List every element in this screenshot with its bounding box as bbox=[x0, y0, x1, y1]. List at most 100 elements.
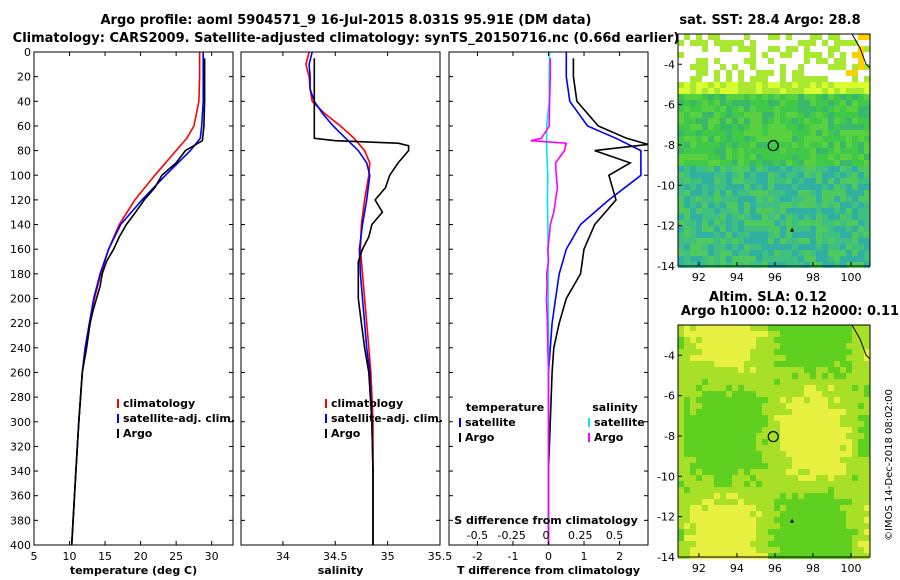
map-cell bbox=[828, 124, 834, 130]
map-cell bbox=[744, 541, 750, 547]
map-cell bbox=[780, 361, 786, 367]
map-cell bbox=[732, 379, 738, 385]
map-cell bbox=[792, 439, 798, 445]
map-cell bbox=[822, 250, 828, 256]
map-cell bbox=[840, 148, 846, 154]
map-cell bbox=[690, 196, 696, 202]
map-cell bbox=[858, 463, 864, 469]
map-cell bbox=[810, 487, 816, 493]
map-cell bbox=[744, 154, 750, 160]
map-cell bbox=[762, 208, 768, 214]
map-cell bbox=[750, 244, 756, 250]
map-cell bbox=[852, 439, 858, 445]
map-cell bbox=[792, 124, 798, 130]
map-cell bbox=[816, 349, 822, 355]
map-cell bbox=[714, 238, 720, 244]
series-line-climatology bbox=[70, 52, 201, 546]
map-cell bbox=[798, 433, 804, 439]
map-cell bbox=[708, 421, 714, 427]
map-cell bbox=[840, 355, 846, 361]
map-cell bbox=[756, 112, 762, 118]
map-cell bbox=[792, 70, 798, 76]
map-cell bbox=[714, 445, 720, 451]
map-cell bbox=[768, 541, 774, 547]
map-cell bbox=[738, 337, 744, 343]
map-cell bbox=[864, 178, 870, 184]
map-cell bbox=[726, 106, 732, 112]
map-cell bbox=[762, 451, 768, 457]
map-cell bbox=[708, 184, 714, 190]
map-cell bbox=[684, 367, 690, 373]
map-cell bbox=[738, 250, 744, 256]
map-cell bbox=[846, 391, 852, 397]
map-cell bbox=[678, 166, 684, 172]
map-cell bbox=[864, 463, 870, 469]
map-cell bbox=[684, 517, 690, 523]
map-cell bbox=[786, 361, 792, 367]
map-cell bbox=[846, 214, 852, 220]
map-cell bbox=[840, 64, 846, 70]
map-cell bbox=[684, 202, 690, 208]
map-cell bbox=[768, 331, 774, 337]
map-cell bbox=[750, 457, 756, 463]
map-cell bbox=[750, 373, 756, 379]
map-cell bbox=[786, 487, 792, 493]
map-cell bbox=[774, 553, 780, 559]
map-cell bbox=[750, 499, 756, 505]
map-cell bbox=[696, 118, 702, 124]
map-cell bbox=[768, 469, 774, 475]
map-cell bbox=[858, 244, 864, 250]
map-cell bbox=[768, 391, 774, 397]
map-cell bbox=[816, 58, 822, 64]
map-cell bbox=[738, 154, 744, 160]
map-cell bbox=[804, 172, 810, 178]
map-cell bbox=[690, 136, 696, 142]
map-cell bbox=[816, 391, 822, 397]
map-cell bbox=[786, 154, 792, 160]
map-cell bbox=[702, 337, 708, 343]
map-cell bbox=[828, 421, 834, 427]
map-cell bbox=[708, 511, 714, 517]
map-cell bbox=[678, 244, 684, 250]
map-cell bbox=[780, 547, 786, 553]
map-cell bbox=[684, 256, 690, 262]
map-cell bbox=[774, 166, 780, 172]
map-cell bbox=[756, 337, 762, 343]
map-cell bbox=[684, 244, 690, 250]
map-cell bbox=[708, 463, 714, 469]
map-cell bbox=[720, 463, 726, 469]
map-cell bbox=[762, 385, 768, 391]
map-cell bbox=[720, 46, 726, 52]
map-cell bbox=[846, 136, 852, 142]
map-cell bbox=[780, 238, 786, 244]
map-cell bbox=[828, 136, 834, 142]
map-cell bbox=[798, 88, 804, 94]
map-cell bbox=[678, 130, 684, 136]
map-cell bbox=[762, 499, 768, 505]
map-cell bbox=[804, 385, 810, 391]
map-cell bbox=[804, 523, 810, 529]
map-cell bbox=[804, 250, 810, 256]
map-cell bbox=[804, 148, 810, 154]
map-cell bbox=[780, 154, 786, 160]
map-cell bbox=[858, 385, 864, 391]
map-cell bbox=[840, 457, 846, 463]
map-cell bbox=[726, 40, 732, 46]
map-cell bbox=[864, 535, 870, 541]
map-cell bbox=[816, 379, 822, 385]
map-cell bbox=[846, 106, 852, 112]
map-cell bbox=[750, 238, 756, 244]
map-cell bbox=[786, 499, 792, 505]
map-cell bbox=[714, 172, 720, 178]
map-cell bbox=[840, 130, 846, 136]
map-cell bbox=[786, 535, 792, 541]
map-cell bbox=[696, 361, 702, 367]
series-line-satellite-adj-clim- bbox=[70, 52, 204, 546]
map-cell bbox=[696, 373, 702, 379]
map-cell bbox=[768, 178, 774, 184]
legend-label: satellite-adj. clim. bbox=[123, 412, 235, 425]
map-cell bbox=[744, 142, 750, 148]
map-cell bbox=[678, 184, 684, 190]
map-cell bbox=[732, 397, 738, 403]
map-cell bbox=[786, 250, 792, 256]
